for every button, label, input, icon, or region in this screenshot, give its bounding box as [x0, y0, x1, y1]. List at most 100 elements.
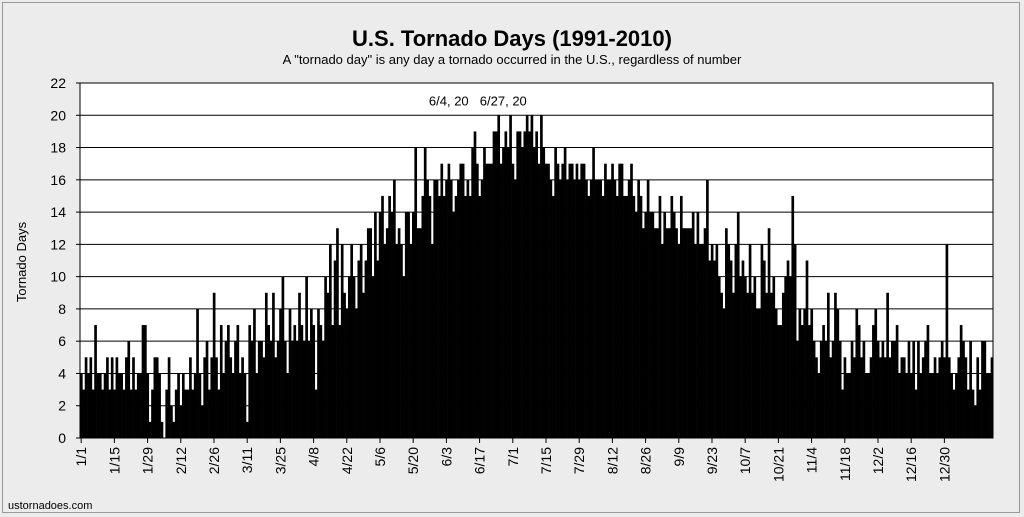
- y-tick-label: 2: [58, 398, 66, 414]
- x-tick-label: 5/6: [372, 447, 388, 467]
- bar: [196, 308, 199, 438]
- x-axis-ticks: 1/1 1/15 1/29 2/12 2/26 3/11 3/25 4/8 4/22 5/6 5/2…: [73, 438, 952, 482]
- bar: [513, 179, 517, 438]
- bar: [181, 373, 185, 438]
- bar: [943, 357, 946, 438]
- bar: [988, 373, 991, 438]
- bar: [535, 131, 538, 438]
- bar: [841, 389, 844, 438]
- bar: [103, 373, 107, 438]
- x-tick-label: 3/25: [272, 447, 288, 474]
- bar: [772, 276, 776, 438]
- bar: [725, 228, 728, 438]
- bar: [770, 292, 773, 438]
- y-axis-ticks: 0 2 4 6 8 10 12 14 16 18 20 22: [50, 75, 80, 446]
- bar: [551, 195, 555, 438]
- bar: [791, 195, 795, 438]
- bar: [110, 357, 114, 438]
- bar: [269, 341, 273, 438]
- bar: [570, 163, 574, 438]
- bar: [300, 325, 304, 438]
- bar: [554, 147, 557, 439]
- bar: [689, 228, 693, 438]
- bar: [312, 325, 316, 438]
- y-tick-label: 16: [50, 172, 66, 188]
- bar: [729, 260, 733, 438]
- bar: [971, 389, 975, 438]
- bar: [127, 341, 131, 438]
- bar: [146, 373, 150, 438]
- bar: [677, 244, 681, 438]
- bar: [274, 357, 278, 438]
- bar: [670, 195, 674, 438]
- bar: [314, 389, 318, 438]
- bar: [91, 389, 95, 438]
- bar: [257, 341, 261, 438]
- bar: [917, 341, 920, 438]
- bar: [886, 292, 889, 438]
- bar: [585, 179, 588, 438]
- bar: [234, 341, 237, 438]
- bar: [101, 389, 105, 438]
- bar: [850, 341, 854, 438]
- bar: [210, 357, 214, 438]
- bar: [812, 341, 816, 438]
- bar: [404, 212, 408, 438]
- bar: [449, 179, 453, 438]
- bar: [698, 244, 702, 438]
- bar: [80, 373, 83, 438]
- bar: [329, 244, 332, 438]
- bar: [703, 228, 707, 438]
- bar: [179, 405, 183, 438]
- chart-subtitle: A "tornado day" is any day a tornado occ…: [283, 52, 742, 67]
- bar: [400, 244, 403, 438]
- bar: [125, 357, 128, 438]
- bar: [416, 228, 420, 438]
- bar: [952, 389, 956, 438]
- bar: [575, 163, 579, 438]
- bar: [473, 131, 477, 438]
- bar: [295, 341, 299, 438]
- bar: [385, 228, 389, 438]
- bar: [829, 357, 833, 438]
- bar: [293, 325, 297, 438]
- bar: [608, 179, 612, 438]
- bar: [160, 421, 164, 438]
- bar: [924, 341, 927, 438]
- bar: [634, 212, 638, 438]
- bar: [331, 325, 335, 438]
- bar: [928, 373, 932, 438]
- bar: [215, 357, 218, 438]
- bar: [388, 195, 391, 438]
- bar: [84, 357, 88, 438]
- x-tick-label: 12/2: [870, 447, 886, 474]
- bar: [495, 131, 498, 438]
- bar: [559, 179, 562, 438]
- bar: [219, 325, 223, 438]
- bar: [264, 292, 268, 438]
- bar: [599, 179, 603, 438]
- bar: [658, 195, 662, 438]
- bar: [708, 260, 712, 438]
- x-tick-label: 2/26: [206, 447, 222, 474]
- x-tick-label: 11/4: [804, 447, 820, 473]
- bar: [106, 357, 109, 438]
- bar: [483, 147, 486, 439]
- bar: [283, 341, 287, 438]
- bar: [926, 325, 930, 438]
- bar: [148, 421, 152, 438]
- plot-border: [79, 82, 994, 439]
- bar: [706, 179, 709, 438]
- bar: [753, 276, 757, 438]
- bar: [637, 179, 640, 438]
- bar: [732, 292, 735, 438]
- bar: [120, 373, 123, 438]
- bar: [319, 325, 323, 438]
- bar: [393, 179, 396, 438]
- bar: [98, 373, 102, 438]
- bar: [644, 212, 648, 438]
- bar: [428, 195, 432, 438]
- bar: [722, 308, 726, 438]
- bar: [117, 373, 121, 438]
